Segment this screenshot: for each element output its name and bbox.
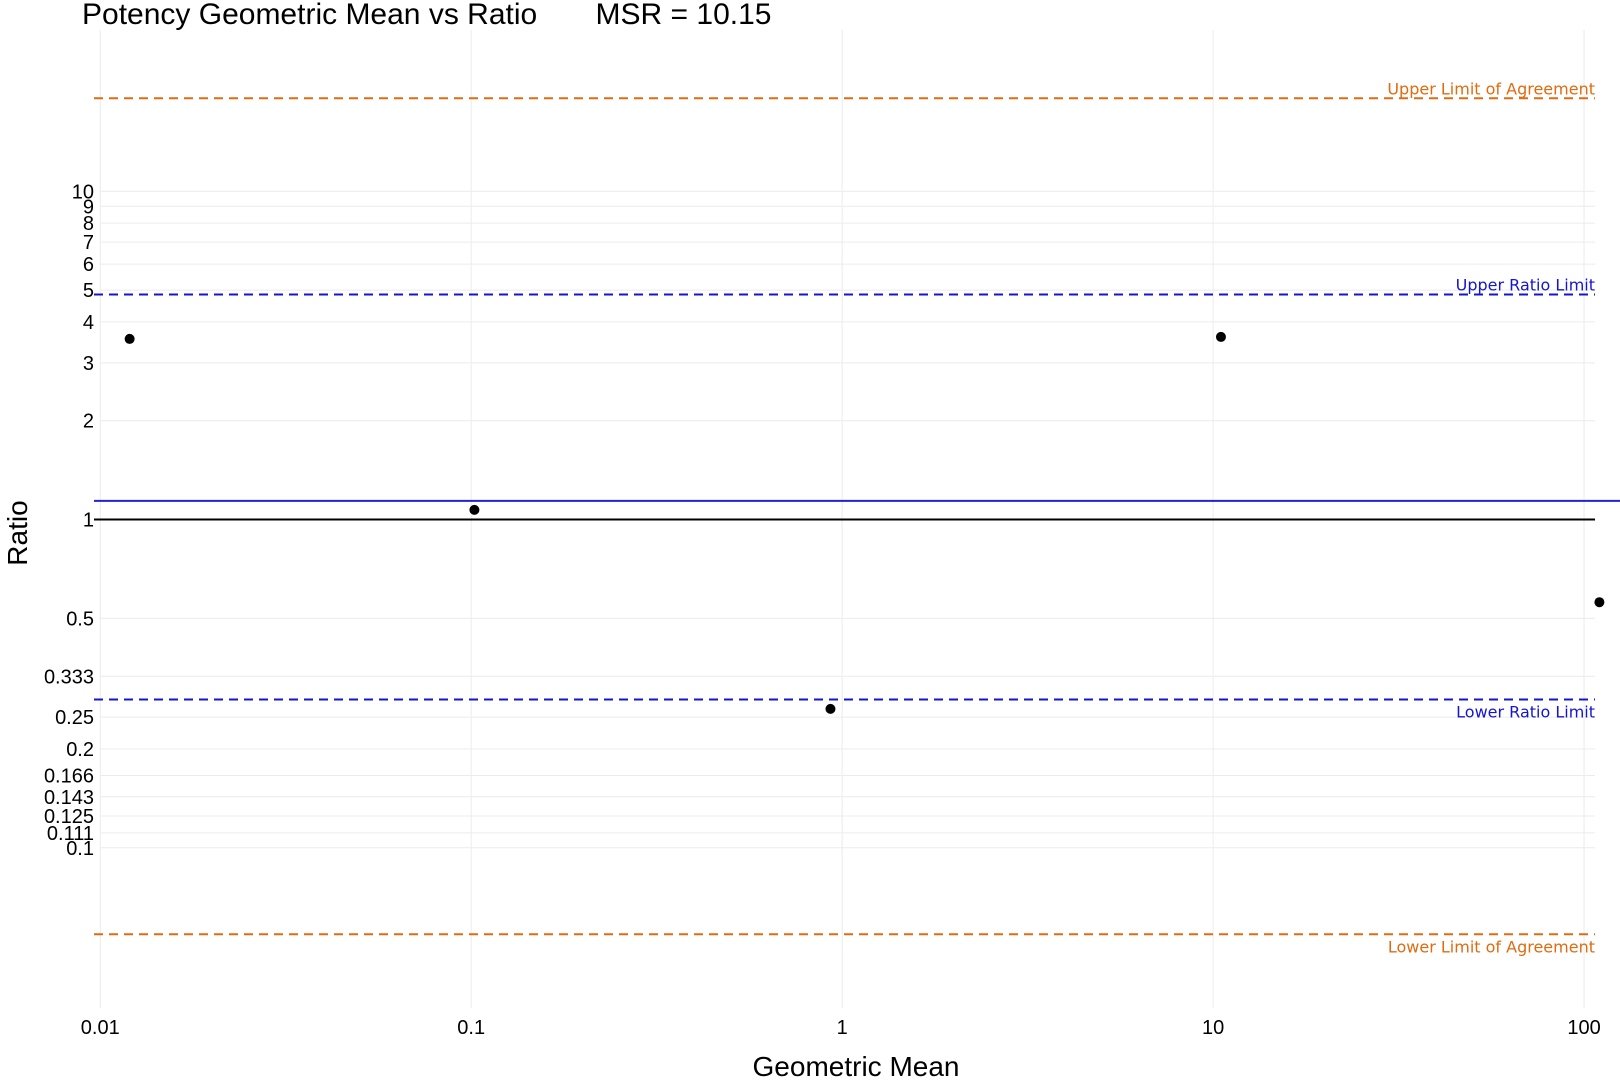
x-tick-label: 100	[1567, 1017, 1600, 1039]
x-tick-label: 1	[837, 1017, 848, 1039]
y-tick-label: 0.125	[44, 806, 94, 828]
y-tick-label: 0.1	[66, 838, 94, 860]
reference-line-label: Upper Limit of Agreement	[1387, 79, 1595, 98]
data-point	[1594, 597, 1605, 608]
grid-lines	[99, 30, 1595, 1008]
chart-title-text: Potency Geometric Mean vs Ratio	[82, 0, 538, 31]
x-tick-label: 0.1	[457, 1017, 485, 1039]
y-tick-label: 5	[83, 280, 94, 302]
y-tick-label: 6	[83, 254, 94, 276]
y-tick-label: 8	[83, 213, 94, 235]
x-tick-label: 0.01	[81, 1017, 120, 1039]
y-tick-label: 3	[83, 353, 94, 375]
x-axis-ticks: 0.01 0.1 1 10 100	[81, 1017, 1601, 1039]
y-tick-label: 4	[83, 312, 94, 334]
y-tick-label: 0.5	[66, 608, 94, 630]
y-tick-label: 0.111	[47, 823, 94, 845]
y-tick-label: 0.2	[66, 739, 94, 761]
y-axis-title: Ratio	[2, 500, 33, 565]
y-tick-label: 7	[83, 232, 94, 254]
y-tick-label: 0.25	[55, 707, 94, 729]
y-tick-label: 0.143	[44, 787, 94, 809]
y-tick-label: 0.333	[44, 666, 94, 688]
reference-line-label: Lower Ratio Limit	[1456, 702, 1595, 721]
data-points	[124, 331, 1605, 714]
reference-line-label: Upper Ratio Limit	[1456, 275, 1595, 294]
y-tick-label: 10	[72, 181, 94, 203]
data-point	[469, 504, 480, 515]
data-point	[124, 333, 135, 344]
data-point	[1215, 331, 1226, 342]
reference-line-label: Lower Limit of Agreement	[1388, 937, 1595, 956]
y-tick-label: 0.166	[44, 766, 94, 788]
data-point	[825, 703, 836, 714]
x-axis-title: Geometric Mean	[753, 1051, 960, 1080]
x-tick-label: 10	[1202, 1017, 1224, 1039]
y-tick-label: 1	[83, 510, 94, 532]
reference-lines: Upper Limit of Agreement Upper Ratio Limi…	[94, 79, 1620, 956]
y-tick-label: 9	[83, 196, 94, 218]
y-tick-label: 2	[83, 411, 94, 433]
chart-title: Potency Geometric Mean vs Ratio MSR = 10…	[82, 0, 771, 32]
chart-subtitle-msr: MSR = 10.15	[595, 0, 772, 31]
